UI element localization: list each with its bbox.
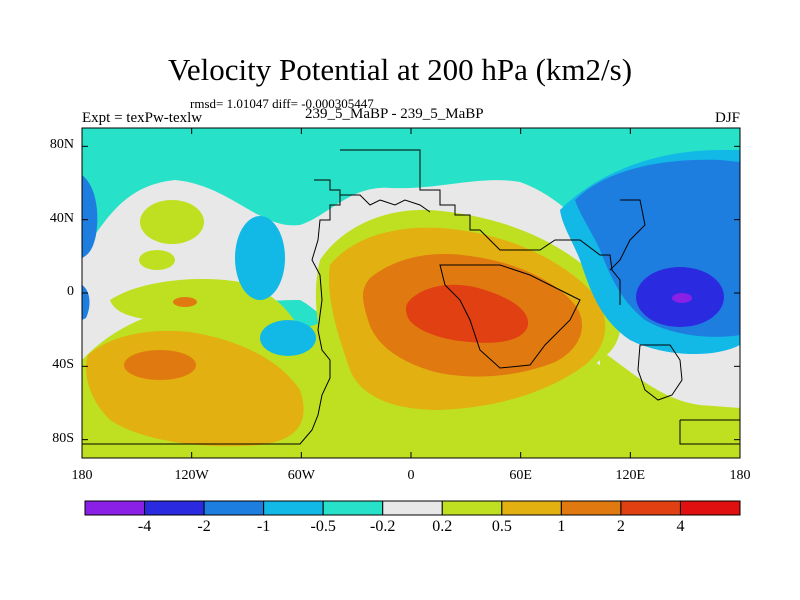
- contour-orange-southwest: [124, 350, 196, 380]
- coastline-europe: [340, 194, 431, 213]
- colorbar-label: -1: [256, 518, 271, 535]
- lon-tick-label: 180: [729, 468, 751, 483]
- colorbar-swatch-0: [84, 500, 146, 516]
- contour-yellowgreen-small-lobe: [139, 250, 175, 270]
- lon-tick-label: 0: [407, 468, 415, 483]
- colorbar-swatch-8: [560, 500, 622, 516]
- coastline-antarctica: [679, 419, 740, 445]
- chart-title: Velocity Potential at 200 hPa (km2/s): [167, 52, 633, 87]
- lat-tick-label: 40N: [49, 210, 74, 226]
- coastline-east-asia: [609, 199, 646, 271]
- case-label: 239_5_MaBP - 239_5_MaBP: [305, 106, 484, 122]
- colorbar-swatch-2: [203, 500, 265, 516]
- lon-tick-label: 60W: [287, 468, 315, 483]
- colorbar-label: 4: [676, 518, 685, 535]
- colorbar-label: -0.2: [370, 518, 396, 535]
- coastline-north-block: [340, 149, 621, 305]
- colorbar-swatch-1: [144, 500, 205, 516]
- coastline-australia: [637, 344, 683, 401]
- experiment-label: Expt = texPw-texlw: [82, 110, 203, 126]
- stats-label: rmsd= 1.01047 diff= -0.000305447: [190, 96, 374, 111]
- lat-tick-label: 0: [67, 284, 74, 299]
- contour-lightblue-west: [235, 216, 285, 300]
- contour-yellowgreen-east: [600, 350, 740, 458]
- colorbar-label: 2: [616, 518, 625, 535]
- colorbar-swatch-10: [679, 500, 741, 516]
- lon-tick-label: 60E: [509, 468, 532, 483]
- coastline-africa: [439, 264, 581, 369]
- colorbar-label: -0.5: [310, 518, 336, 535]
- axis-ticks: [81, 128, 741, 458]
- lon-tick-label: 180: [71, 468, 93, 483]
- season-label: DJF: [714, 110, 740, 126]
- lat-tick-label: 40S: [52, 357, 74, 373]
- colorbar-label: 0.5: [491, 518, 512, 535]
- contour-midblue-western-edge-2: [82, 285, 90, 320]
- contour-yellowgreen-north-lobe: [140, 200, 204, 244]
- colorbar-swatch-9: [620, 500, 681, 516]
- contour-lightblue-southwest: [260, 320, 316, 356]
- contour-orange-small-spot: [173, 297, 197, 307]
- coastlines: [82, 149, 740, 445]
- colorbar-label: 1: [557, 518, 566, 535]
- lon-tick-label: 120E: [615, 468, 646, 483]
- colorbar-label: -2: [197, 518, 211, 535]
- contour-field: [82, 128, 740, 458]
- colorbar-swatch-4: [322, 500, 384, 516]
- colorbar-label: -4: [137, 518, 152, 535]
- colorbar: [84, 500, 741, 516]
- colorbar-swatch-5: [382, 500, 443, 516]
- lat-tick-label: 80S: [52, 430, 74, 446]
- lon-tick-label: 120W: [174, 468, 209, 483]
- contour-violet-east: [672, 293, 692, 303]
- contour-midblue-western-edge: [82, 175, 98, 258]
- colorbar-swatch-3: [263, 500, 324, 516]
- colorbar-label: 0.2: [432, 518, 453, 535]
- colorbar-swatch-7: [501, 500, 562, 516]
- colorbar-swatch-6: [441, 500, 503, 516]
- lat-tick-label: 80N: [49, 137, 74, 153]
